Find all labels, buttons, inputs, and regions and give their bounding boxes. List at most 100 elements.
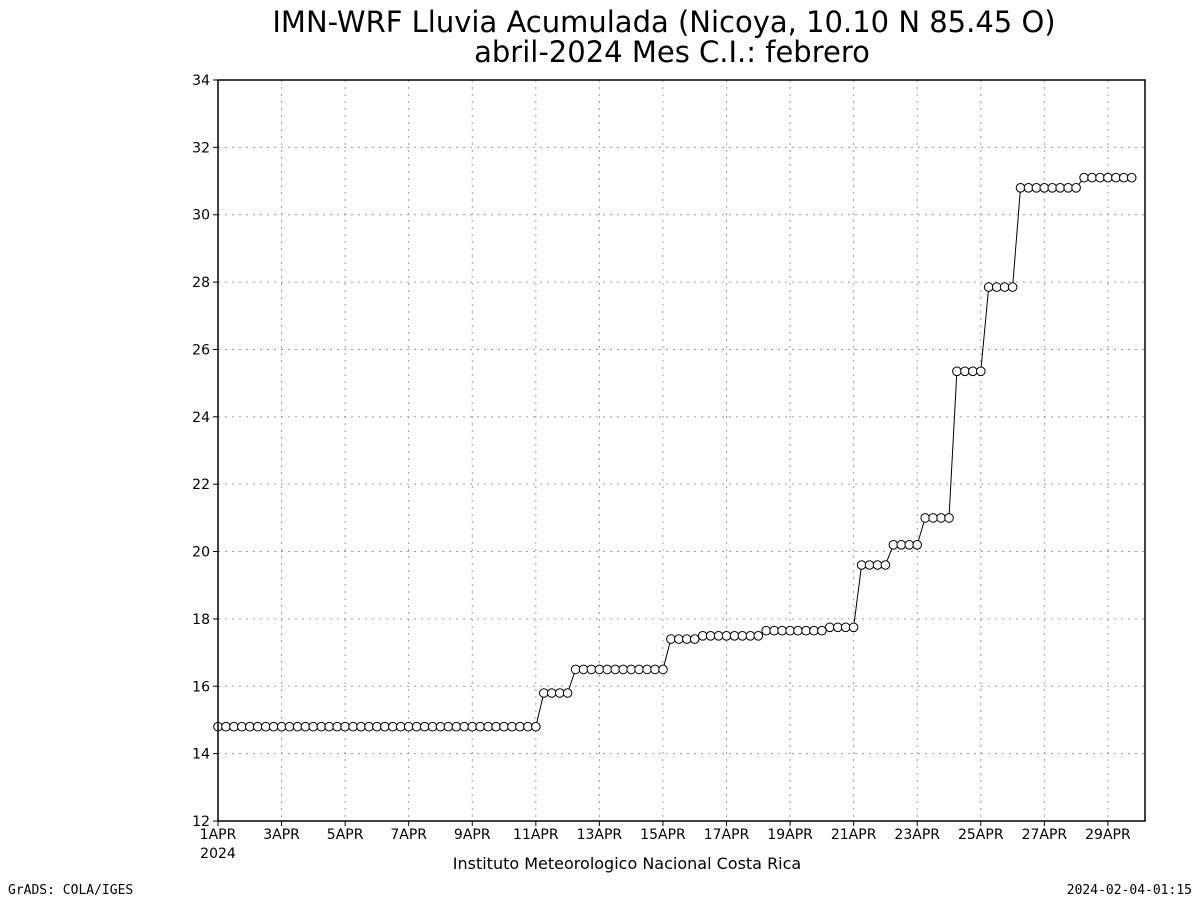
data-point	[618, 664, 629, 675]
data-point	[848, 622, 859, 633]
x-tick-label: 15APR	[640, 827, 686, 843]
y-tick-label: 28	[192, 275, 210, 291]
data-point	[1103, 172, 1113, 183]
data-point	[324, 721, 335, 732]
data-point	[594, 664, 605, 675]
data-point	[443, 721, 454, 732]
chart-subtitle: abril-2024 Mes C.I.: febrero	[474, 35, 870, 69]
data-point	[674, 634, 684, 644]
data-point	[650, 664, 660, 675]
data-point	[245, 721, 255, 732]
x-tick-label: 17APR	[704, 827, 750, 843]
data-point	[769, 625, 780, 636]
data-point	[475, 721, 486, 732]
data-point	[388, 721, 398, 732]
software-credit: GrADS: COLA/IGES	[8, 883, 133, 898]
axes: 12 14 16 18 20 22 24 26 28 30 32 34 1APR 3APR 5APR 7APR…	[192, 73, 1131, 843]
data-point	[817, 625, 827, 636]
data-point	[380, 721, 390, 732]
x-tick-label: 23APR	[894, 827, 940, 843]
x-tick-label: 5APR	[327, 827, 364, 843]
data-point	[761, 625, 772, 636]
data-point	[952, 366, 962, 377]
data-point	[221, 721, 231, 732]
data-point	[682, 634, 692, 644]
y-tick-label: 22	[192, 477, 210, 493]
data-point	[888, 540, 899, 550]
institution-label: Instituto Meteorologico Nacional Costa R…	[453, 854, 801, 873]
y-tick-label: 30	[192, 208, 210, 224]
data-point	[356, 721, 366, 732]
x-tick-label: 19APR	[767, 827, 813, 843]
data-point	[515, 721, 525, 732]
x-tick-label: 27APR	[1022, 827, 1068, 843]
y-tick-label: 24	[192, 410, 210, 426]
data-point	[864, 560, 875, 570]
data-point	[340, 721, 350, 732]
data-point	[634, 664, 644, 675]
data-point	[467, 721, 478, 732]
x-tick-label: 29APR	[1085, 827, 1131, 843]
data-point	[507, 721, 517, 732]
data-point	[737, 631, 748, 641]
data-point	[316, 721, 327, 732]
data-point	[531, 721, 541, 732]
x-tick-label: 21APR	[831, 827, 877, 843]
data-point	[268, 721, 279, 732]
y-tick-label: 32	[192, 140, 210, 156]
data-point	[284, 721, 295, 732]
data-point	[697, 631, 708, 641]
data-point	[825, 622, 835, 633]
data-point	[968, 366, 978, 377]
x-tick-label: 1APR	[200, 827, 237, 843]
data-point	[840, 622, 851, 633]
data-point	[1047, 183, 1058, 193]
data-point	[1031, 183, 1042, 193]
data-point	[499, 721, 509, 732]
data-point	[1079, 172, 1089, 183]
series-line	[218, 177, 1132, 728]
data-point	[880, 560, 891, 570]
data-point	[411, 721, 422, 732]
x-tick-label: 11APR	[513, 827, 559, 843]
x-tick-label: 7APR	[390, 827, 427, 843]
data-point	[833, 622, 843, 633]
data-point	[395, 721, 406, 732]
data-point	[237, 721, 247, 732]
y-tick-label: 12	[192, 814, 210, 830]
plot-frame	[217, 79, 1146, 822]
data-point	[1071, 183, 1081, 193]
data-point	[1126, 172, 1137, 183]
timestamp-label: 2024-02-04-01:15	[1067, 883, 1192, 898]
data-point	[1111, 172, 1121, 183]
y-tick-label: 20	[192, 545, 210, 561]
data-point	[1039, 183, 1050, 193]
data-point	[642, 664, 652, 675]
grid	[218, 80, 1145, 821]
data-point	[292, 721, 303, 732]
data-point	[721, 631, 732, 641]
data-point	[364, 721, 374, 732]
data-point	[1007, 282, 1018, 292]
data-point	[570, 664, 581, 675]
data-point	[976, 366, 986, 377]
data-point	[546, 688, 557, 698]
data-point	[276, 721, 287, 732]
data-point	[300, 721, 311, 732]
data-point	[1095, 172, 1105, 183]
chart-title: IMN-WRF Lluvia Acumulada (Nicoya, 10.10 …	[272, 5, 1055, 39]
data-point	[459, 721, 470, 732]
data-point	[904, 540, 915, 550]
data-point	[920, 513, 931, 523]
data-point	[435, 721, 446, 732]
y-tick-label: 14	[192, 747, 210, 763]
x-tick-label: 25APR	[958, 827, 1004, 843]
x-tick-label: 3APR	[263, 827, 300, 843]
data-point	[705, 631, 716, 641]
data-point	[936, 513, 946, 523]
data-point	[991, 282, 1002, 292]
data-point	[983, 282, 994, 292]
y-tick-label: 18	[192, 612, 210, 628]
data-point	[610, 664, 621, 675]
data-point	[856, 560, 867, 570]
